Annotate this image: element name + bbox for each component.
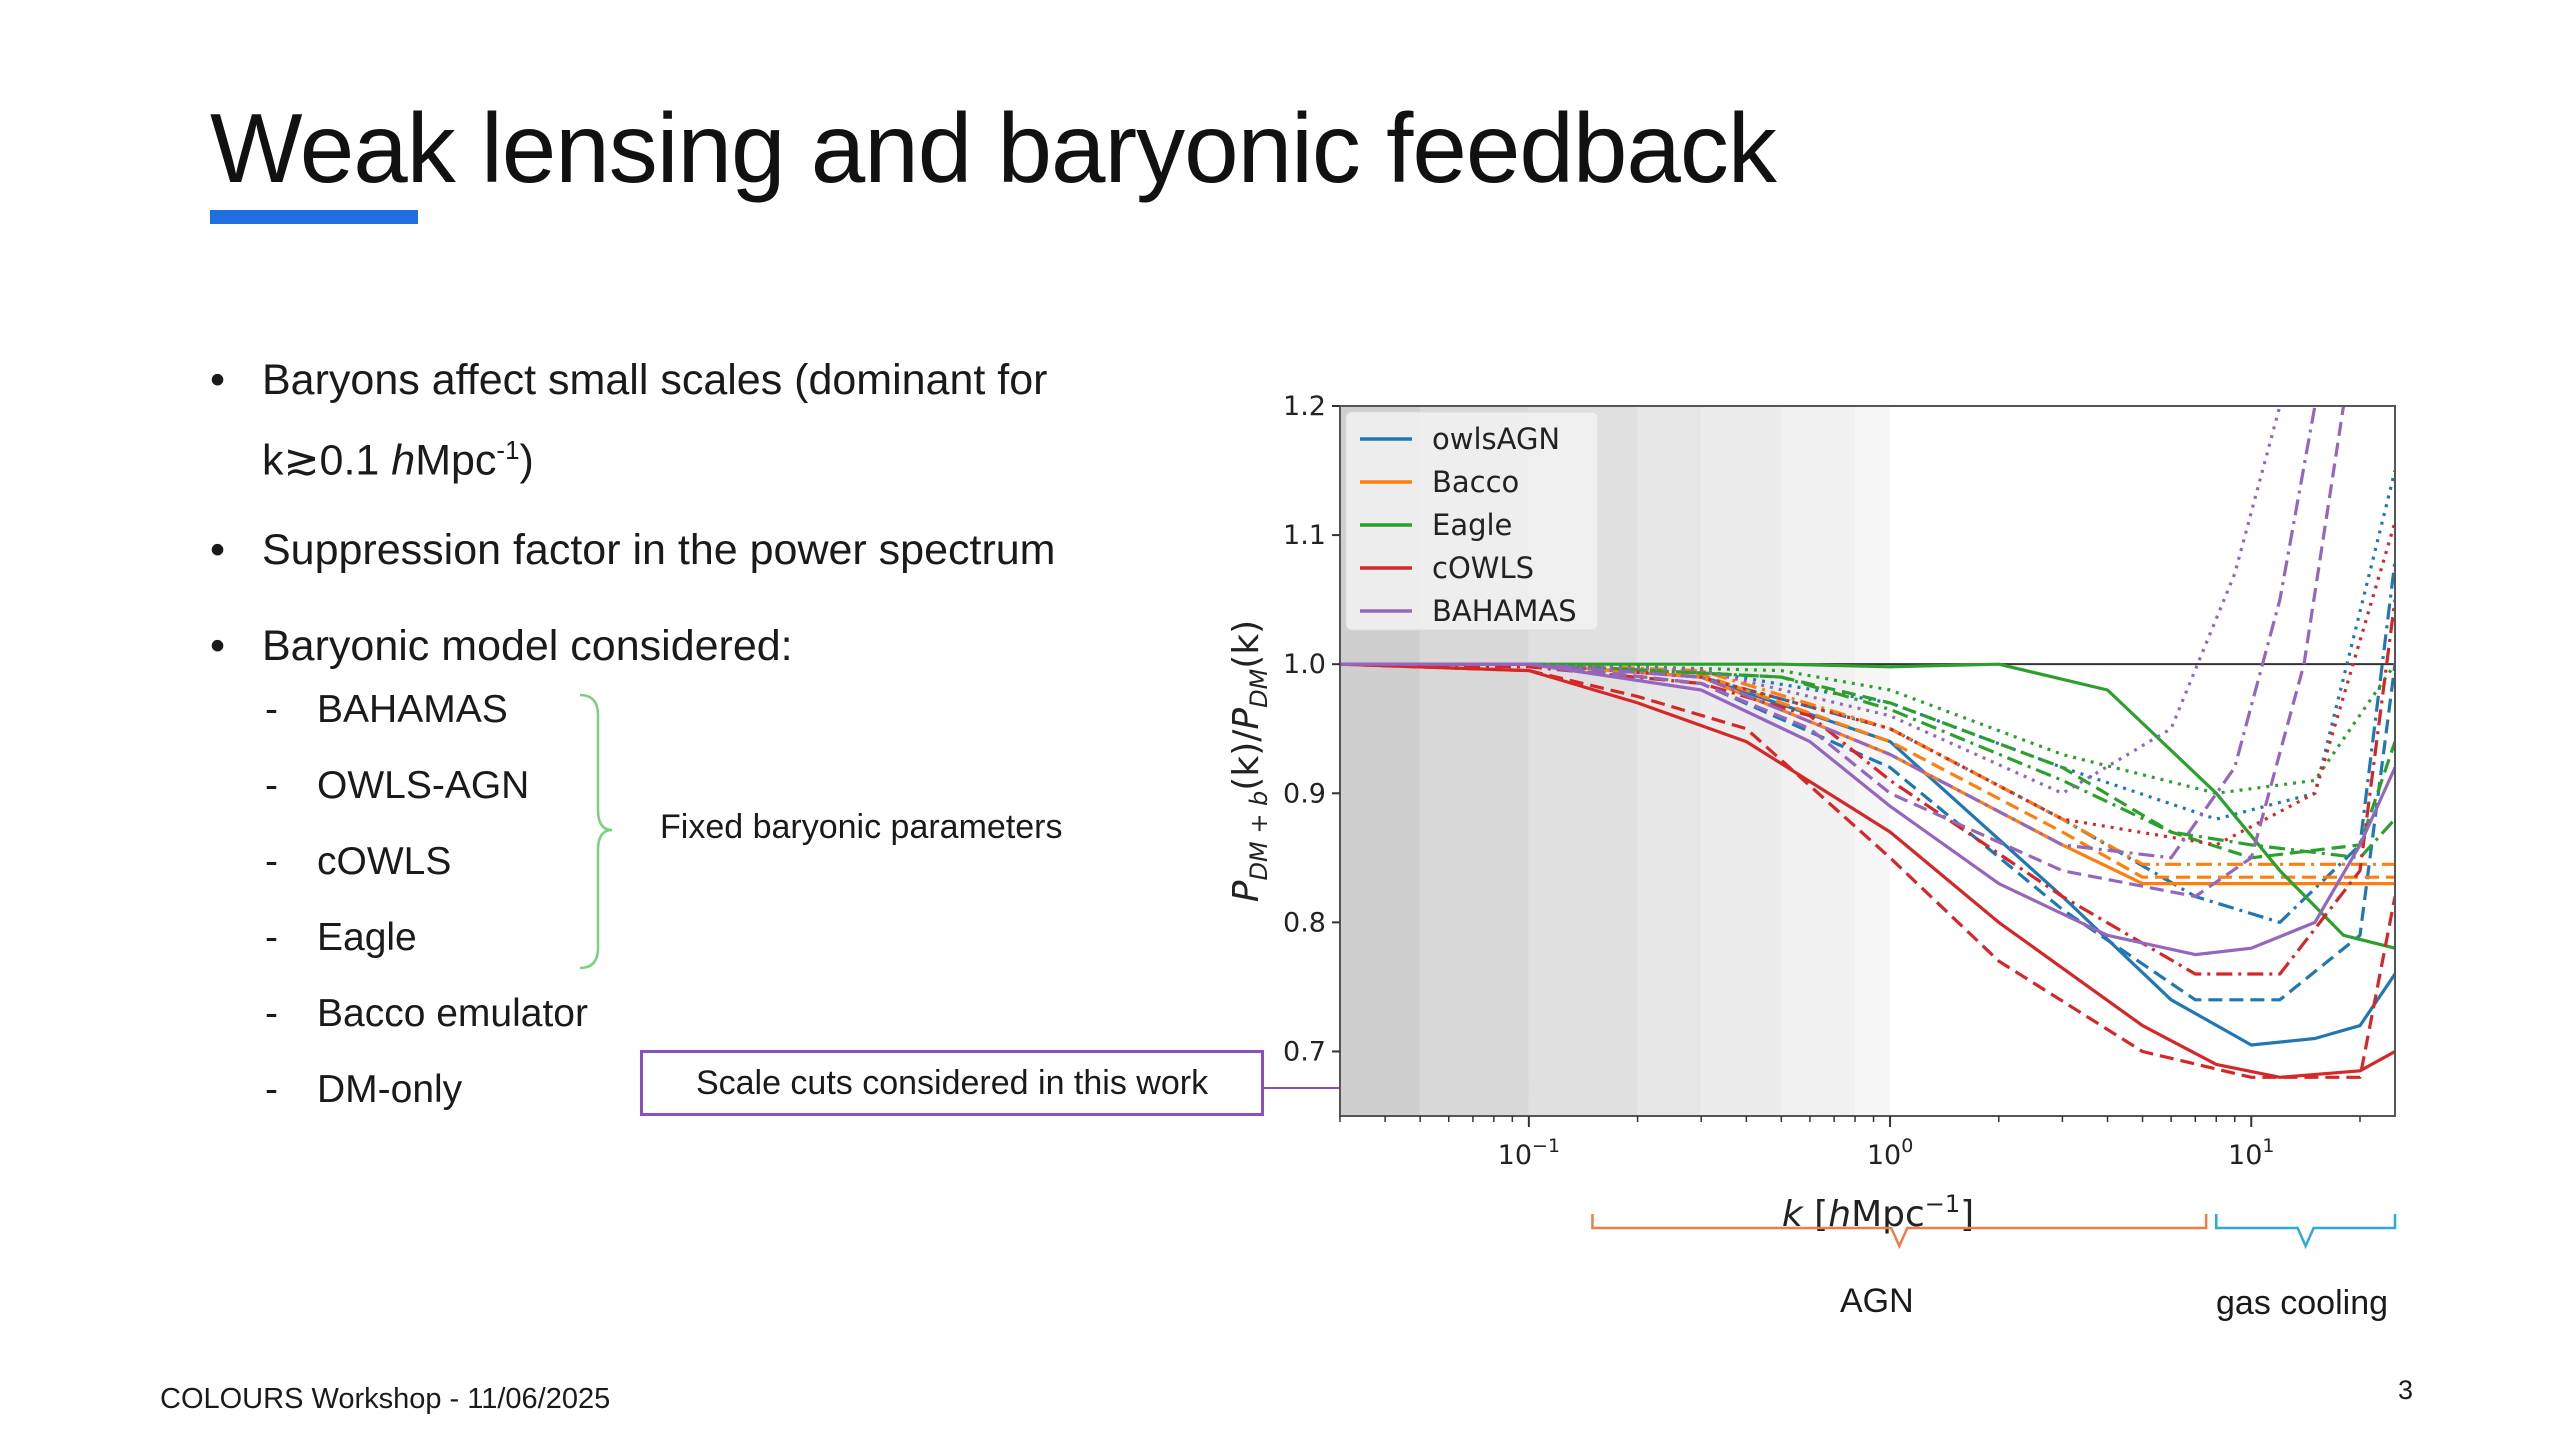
series-line-bahamas-solid: [1340, 662, 2395, 957]
range-brace-gas-cooling: [2215, 1214, 2397, 1250]
series-line-bacco-dashed: [1340, 662, 2395, 879]
y-tick-label: 1.2: [1283, 391, 1326, 422]
bullet-item: • Suppression factor in the power spectr…: [210, 515, 1190, 585]
scale-cut-annotation: Scale cuts considered in this work: [640, 1050, 1264, 1116]
series-line-bahamas-dashdot: [1340, 406, 2317, 860]
series-line-bahamas-dotted: [1340, 406, 2282, 795]
legend-label: cOWLS: [1432, 551, 1534, 585]
bullet-list: • Baryons affect small scales (dominant …: [210, 345, 1190, 681]
series-line-bahamas-dashed: [1340, 406, 2346, 899]
list-item: - DM-only: [265, 1068, 463, 1111]
y-tick-label: 1.1: [1283, 520, 1326, 551]
series-line-eagle-dashed: [1340, 662, 2395, 860]
bullet-dot: •: [210, 622, 226, 671]
y-axis-label: PDM + b(k)/PDM(k): [1226, 620, 1273, 902]
x-tick-label: 10−1: [1498, 1135, 1560, 1171]
x-tick-label: 101: [2228, 1135, 2274, 1171]
y-tick-label: 0.7: [1283, 1036, 1326, 1067]
range-braces: [1591, 1214, 2397, 1250]
slide-title: Weak lensing and baryonic feedback: [210, 93, 1777, 203]
series-group: [1340, 406, 2395, 1079]
y-tick-label: 1.0: [1283, 649, 1326, 680]
legend-label: owlsAGN: [1432, 422, 1560, 456]
legend: owlsAGN Bacco Eagle cOWLS BAHAMAS: [1345, 411, 1599, 631]
list-item: - OWLS-AGN: [265, 764, 530, 807]
shaded-band: [1781, 406, 1856, 1116]
footer-text: COLOURS Workshop - 11/06/2025: [160, 1383, 611, 1415]
y-tick-label: 0.9: [1283, 778, 1326, 809]
series-line-cowls-dashed: [1340, 662, 2395, 1079]
list-item: - cOWLS: [265, 840, 452, 883]
brace-label: Fixed baryonic parameters: [660, 808, 1063, 846]
fixed-params-brace: [579, 693, 613, 970]
series-line-cowls-solid: [1340, 662, 2395, 1079]
list-item: - Eagle: [265, 916, 417, 959]
bullet-text-line2: k≳0.1 hMpc-1): [262, 435, 534, 485]
legend-box: [1345, 411, 1599, 631]
bullet-text: Baryonic model considered:: [262, 622, 793, 671]
page-number: 3: [2398, 1375, 2414, 1405]
series-line-eagle-dashdot: [1340, 662, 2395, 860]
bullet-dot: •: [210, 356, 226, 404]
agn-label: AGN: [1840, 1282, 1914, 1320]
bullet-text: Suppression factor in the power spectrum: [262, 526, 1056, 575]
bullet-item: • Baryons affect small scales (dominant …: [210, 345, 1190, 495]
power-spectrum-chart: 0.7 0.8 0.9 1.0 1.1 1.2 10−1 100 101 k [hMpc−1] PD…: [1226, 391, 2396, 1235]
shaded-band: [1637, 406, 1702, 1116]
series-line-eagle-solid: [1340, 662, 2395, 950]
shaded-band: [1701, 406, 1782, 1116]
model-list: - BAHAMAS - OWLS-AGN - cOWLS - Eagle - Bacco …: [265, 688, 588, 1144]
x-axis-label: k [hMpc−1]: [1782, 1190, 1974, 1235]
plot-frame: [1339, 405, 2396, 1117]
legend-label: Eagle: [1432, 508, 1512, 542]
title-underline: [210, 210, 418, 224]
x-tick-label: 100: [1867, 1135, 1913, 1171]
bullet-item: • Baryonic model considered:: [210, 611, 1190, 681]
series-line-cowls-dashdot: [1340, 599, 2395, 976]
list-item: - Bacco emulator: [265, 992, 588, 1035]
bullet-text: Baryons affect small scales (dominant fo…: [262, 356, 1048, 404]
gas-cooling-label: gas cooling: [2216, 1284, 2389, 1322]
y-tick-label: 0.8: [1283, 907, 1326, 938]
legend-label: BAHAMAS: [1432, 594, 1577, 628]
list-item: - BAHAMAS: [265, 688, 508, 731]
legend-label: Bacco: [1432, 465, 1519, 499]
range-brace-agn: [1591, 1214, 2208, 1250]
bullet-dot: •: [210, 526, 226, 575]
